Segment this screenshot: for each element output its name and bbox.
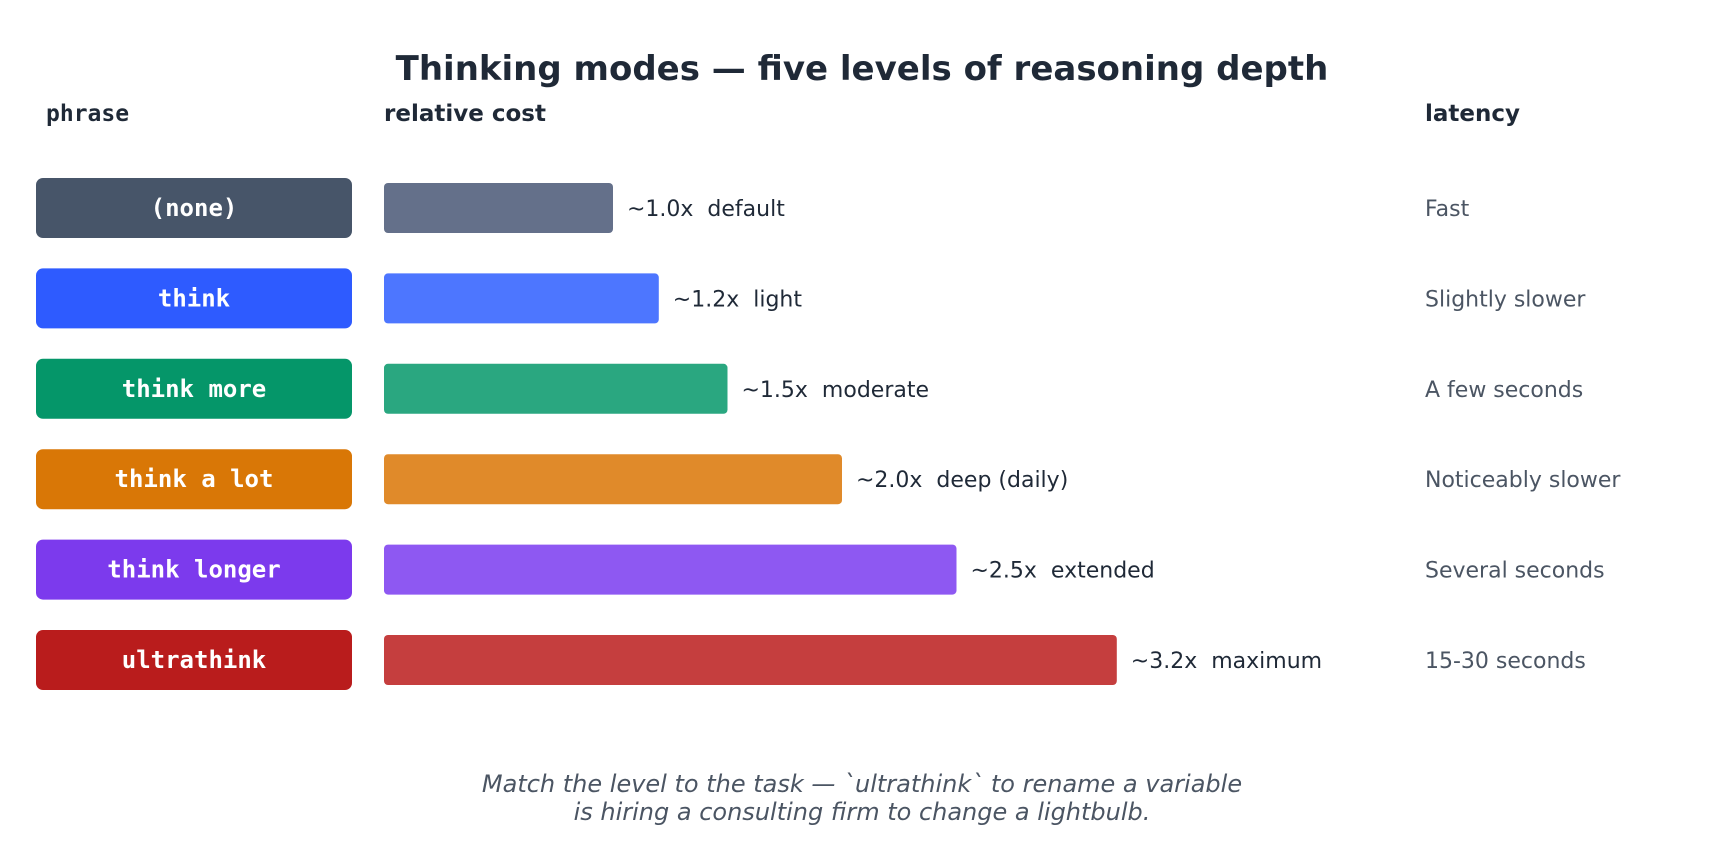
cost-bar [384, 273, 659, 324]
caption-line-1: Match the level to the task — `ultrathin… [482, 770, 1242, 798]
phrase-label: think a lot [115, 465, 274, 493]
phrase-pill [36, 358, 352, 419]
phrase-pill [36, 268, 352, 329]
phrase-label: (none) [151, 194, 238, 222]
phrase-pill [36, 178, 352, 238]
caption-line-2: is hiring a consulting firm to change a … [574, 798, 1151, 826]
latency-label: Noticeably slower [1425, 468, 1621, 493]
cost-bar [384, 454, 842, 505]
latency-label: 15-30 seconds [1425, 649, 1586, 674]
cost-label: ~1.0x default [627, 197, 785, 222]
cost-bar [384, 183, 613, 233]
latency-label: Fast [1425, 197, 1470, 222]
phrase-label: think longer [107, 556, 280, 584]
cost-bar [384, 544, 957, 595]
cost-bar [384, 635, 1117, 685]
latency-label: Slightly slower [1425, 287, 1586, 312]
column-header-latency: latency [1425, 101, 1520, 127]
phrase-pill [36, 449, 352, 510]
cost-label: ~3.2x maximum [1131, 649, 1322, 674]
chart-title: Thinking modes — five levels of reasonin… [396, 49, 1329, 89]
cost-label: ~1.5x moderate [742, 378, 930, 403]
phrase-label: think [158, 284, 231, 312]
phrase-pill [36, 630, 352, 690]
cost-bar [384, 363, 728, 414]
cost-label: ~2.5x extended [971, 559, 1155, 584]
column-header-phrase: phrase [46, 101, 129, 127]
phrase-pill [36, 539, 352, 600]
rows: (none) ~1.0x default Fast think ~1.2x light S… [36, 178, 1621, 690]
latency-label: A few seconds [1425, 378, 1583, 403]
phrase-label: think more [122, 375, 267, 403]
latency-label: Several seconds [1425, 559, 1605, 584]
cost-label: ~1.2x light [673, 287, 803, 312]
cost-label: ~2.0x deep (daily) [856, 468, 1068, 493]
column-header-cost: relative cost [384, 101, 546, 127]
phrase-label: ultrathink [122, 646, 267, 674]
